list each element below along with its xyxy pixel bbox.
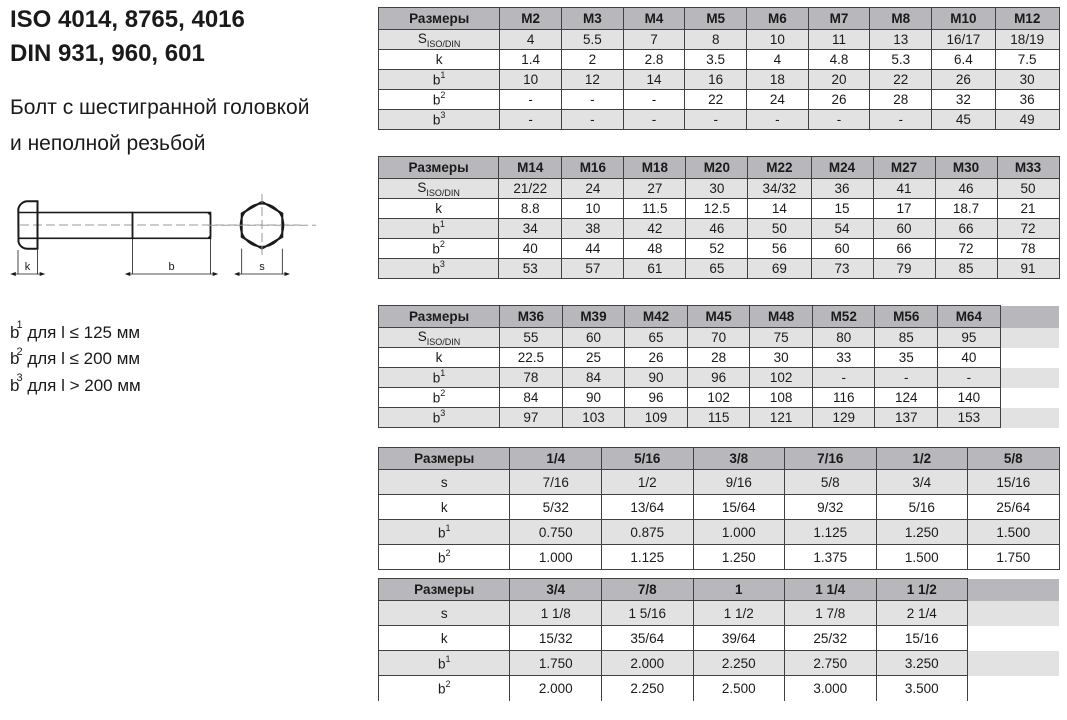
svg-text:b: b	[168, 261, 174, 273]
svg-text:s: s	[259, 261, 265, 273]
svg-text:k: k	[25, 261, 31, 273]
